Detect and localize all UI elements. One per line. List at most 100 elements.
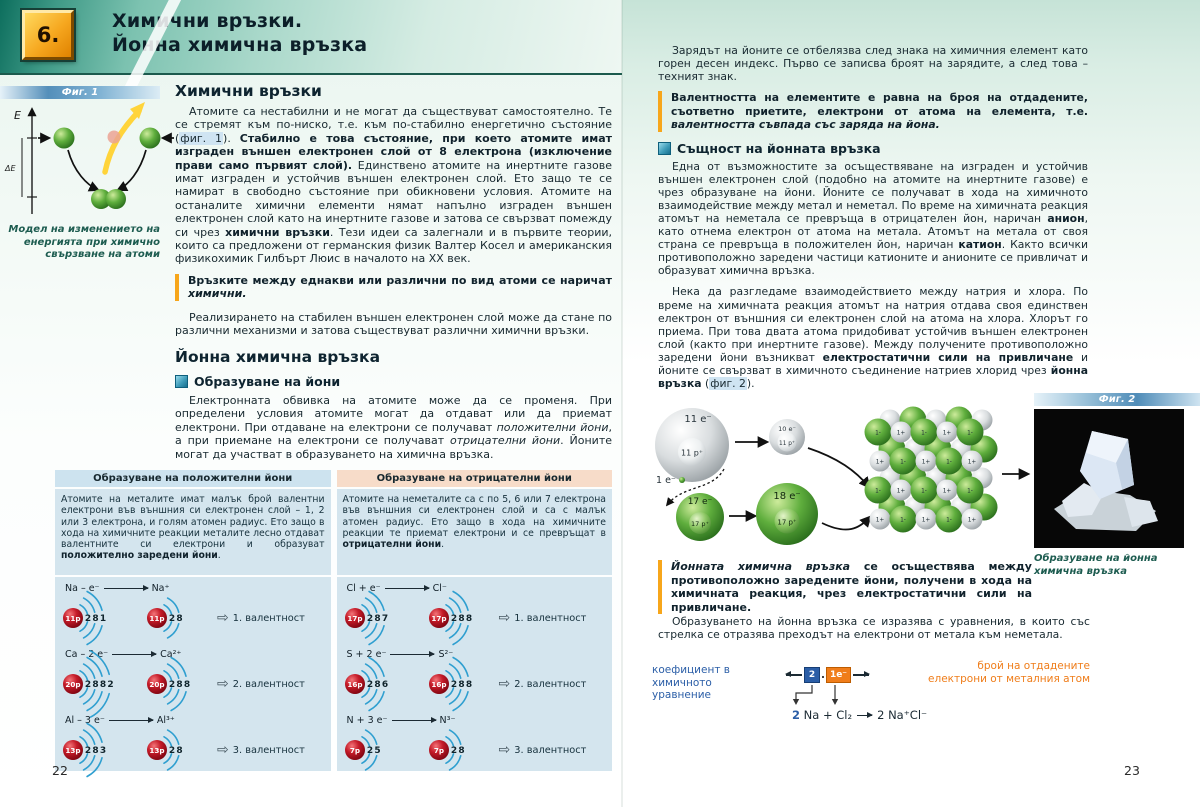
electron-count-annotation: брой на отдадените електрони от металния…	[928, 660, 1090, 685]
svg-text:1-: 1-	[875, 430, 881, 436]
lesson-number-badge: 6.	[20, 8, 76, 62]
svg-text:2: 2	[85, 746, 91, 756]
collision-spark	[107, 130, 121, 144]
right-pointer-arrow	[853, 670, 870, 679]
page-spine	[621, 0, 623, 807]
atom-sphere-left	[53, 127, 75, 149]
svg-text:2: 2	[450, 680, 456, 690]
table-cell-positive-text: Атомите на металите имат малък брой вале…	[55, 489, 331, 575]
lesson-title-line2: Йонна химична връзка	[112, 34, 368, 56]
page-left: 6. Химични връзки. Йонна химична връзка …	[0, 0, 622, 807]
fig2-ionic-bond-diagram: 11 e⁻ 11 p⁺ 10 e⁻ 11 p⁺ 1 e⁻ 17 e⁻ 17 p⁺…	[655, 406, 1031, 545]
atom-model: 13p 2 8 3	[63, 722, 106, 778]
paragraph-3: Електронната обвивка на атомите може да …	[175, 394, 612, 461]
svg-text:2: 2	[366, 680, 372, 690]
svg-text:1-: 1-	[921, 488, 927, 494]
electron-transfer-path	[665, 468, 725, 507]
reaction-arrow	[103, 583, 149, 592]
na-ion-electrons: 10 e⁻	[778, 425, 796, 433]
svg-text:11p: 11p	[149, 614, 164, 623]
svg-text:8: 8	[176, 746, 182, 756]
diagram-cell-positive: Na – e⁻ Na⁺ 11p 2 8 1 11p 2 8 ⇨ 1. валентност …	[55, 577, 331, 778]
svg-text:1-: 1-	[946, 459, 952, 465]
svg-text:8: 8	[458, 746, 464, 756]
valence-label: 2. валентност	[232, 678, 305, 690]
reaction-arrow	[857, 710, 874, 719]
svg-text:20p: 20p	[149, 680, 164, 689]
page-number-left: 22	[52, 763, 68, 778]
crystal-illustration	[1054, 431, 1158, 531]
ion-row-cl: Cl + e⁻ Cl⁻ 17p 2 8 7 17p 2 8 8 ⇨ 1. валентност	[343, 582, 609, 646]
coefficient-box: 2	[804, 667, 820, 683]
svg-text:5: 5	[374, 746, 380, 756]
equation-scheme: коефициент в химичното уравнение 2 . 1e⁻…	[650, 660, 1094, 740]
svg-text:16p: 16p	[347, 680, 362, 689]
cl-ion-protons: 17 p⁺	[777, 519, 797, 527]
svg-text:8: 8	[458, 614, 464, 624]
left-text-column: Химични връзки Атомите са нестабилни и н…	[175, 82, 612, 469]
ion-model: 7p 2 8	[428, 729, 464, 771]
text-run: Една от възможностите за осъществяване н…	[658, 159, 1088, 225]
svg-text:2: 2	[85, 614, 91, 624]
text-run-italic: отрицателни йони	[450, 434, 561, 448]
implies-arrow: ⇨	[217, 676, 229, 692]
section-heading-chem-bonds: Химични връзки	[175, 82, 322, 100]
definition-text: се осъществява между противоположно заре…	[671, 560, 1032, 614]
definition-term: химични.	[188, 287, 247, 301]
text-run: , а при приемане на електрони се получав…	[175, 420, 612, 448]
left-pointer-arrow	[785, 670, 802, 679]
equation-product: 2 Na⁺Cl⁻	[877, 708, 928, 722]
reaction-arrow	[108, 715, 154, 724]
ion-row-ca: Ca – 2 e⁻ Ca²⁺ 20p 2 8 8 2 20p 2 8 8 ⇨ 2. валент…	[61, 648, 327, 718]
svg-text:8: 8	[374, 680, 380, 690]
right-text-column: Зарядът на йоните се отбелязва след знак…	[658, 44, 1088, 398]
ion-row-na: Na – e⁻ Na⁺ 11p 2 8 1 11p 2 8 ⇨ 1. валентност	[61, 582, 327, 646]
svg-text:1+: 1+	[876, 517, 885, 523]
svg-text:7: 7	[381, 614, 387, 624]
definition-block-ionic-bond: Йонната химична връзка се осъществява ме…	[658, 560, 1032, 615]
chemical-equation: 2 Na + Cl₂ 2 Na⁺Cl⁻	[792, 708, 927, 722]
svg-text:1-: 1-	[900, 517, 906, 523]
ion-model: 16p 2 8 8	[428, 656, 472, 712]
term-cation: катион	[958, 238, 1002, 252]
svg-text:1: 1	[100, 614, 106, 624]
atom-model: 17p 2 8 7	[344, 590, 388, 646]
text-run: ).	[223, 131, 240, 145]
definition-accent-bar	[175, 273, 179, 302]
definition-term: Йонната химична връзка	[671, 560, 864, 573]
svg-text:8: 8	[184, 680, 190, 690]
ion-row-n: N + 3 e⁻ N³⁻ 7p 2 5 7p 2 8 ⇨ 3. валентност	[343, 714, 609, 777]
text-run: . Както всички противоположно заредени ч…	[658, 238, 1089, 278]
text-run: . Тези идеи са залегнали и в първите тео…	[175, 225, 612, 266]
svg-text:2: 2	[450, 746, 456, 756]
equation-reagents: Na + Cl₂	[800, 708, 853, 722]
subheading-square-icon	[658, 141, 671, 155]
equation-boxes: 2 . 1e⁻	[785, 667, 870, 683]
svg-text:1-: 1-	[946, 517, 952, 523]
svg-text:1-: 1-	[967, 430, 973, 436]
svg-text:1+: 1+	[922, 459, 931, 465]
implies-arrow: ⇨	[498, 676, 511, 692]
fig1-delta-label: ΔE	[4, 164, 16, 173]
svg-text:1-: 1-	[967, 488, 973, 494]
implies-arrow: ⇨	[217, 610, 229, 626]
lesson-header: 6. Химични връзки. Йонна химична връзка	[0, 0, 622, 75]
svg-text:2: 2	[169, 746, 175, 756]
definition-block-valence: Валентността на елементите е равна на бр…	[658, 91, 1088, 132]
fig2-caption: Образуване на йонна химична връзка	[1034, 553, 1158, 577]
text-run: , като отнема електрон от атома на метал…	[658, 211, 1088, 252]
ion-model: 11p 2 8	[147, 597, 183, 639]
text-run: и йоните се свързват в химичното съедине…	[658, 350, 1088, 377]
svg-text:13p: 13p	[65, 746, 80, 755]
fig1-axis-label: E	[14, 109, 21, 122]
ion-model: 17p 2 8 8	[428, 590, 472, 646]
fig1-label-bar: Фиг. 1	[0, 86, 160, 99]
svg-text:6: 6	[381, 680, 387, 690]
reaction-arrow	[391, 715, 437, 724]
valence-label: 3. валентност	[232, 744, 305, 756]
svg-text:8: 8	[92, 746, 98, 756]
svg-text:2: 2	[450, 614, 456, 624]
equation-coefficient: 2	[792, 708, 801, 722]
text-run: Образуването на йонна връзка се изразява…	[658, 615, 1090, 642]
